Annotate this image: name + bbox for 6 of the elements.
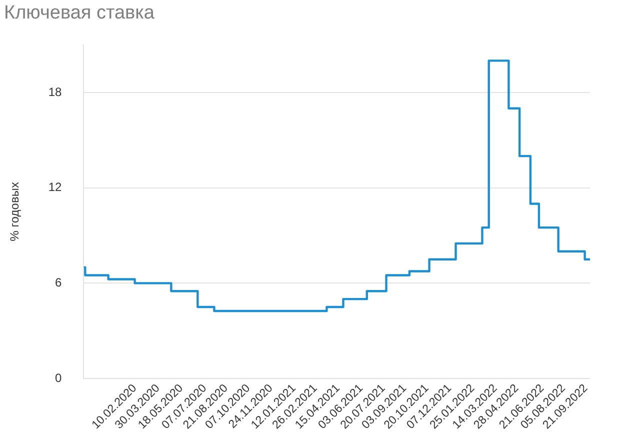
y-tick-label: 6 [55,276,62,290]
chart-title: Ключевая ставка [4,2,155,24]
y-tick-label: 12 [48,180,62,194]
y-tick-label: 18 [48,84,62,99]
y-tick-label: 0 [55,370,62,385]
y-axis-title: % годовых [8,182,22,242]
